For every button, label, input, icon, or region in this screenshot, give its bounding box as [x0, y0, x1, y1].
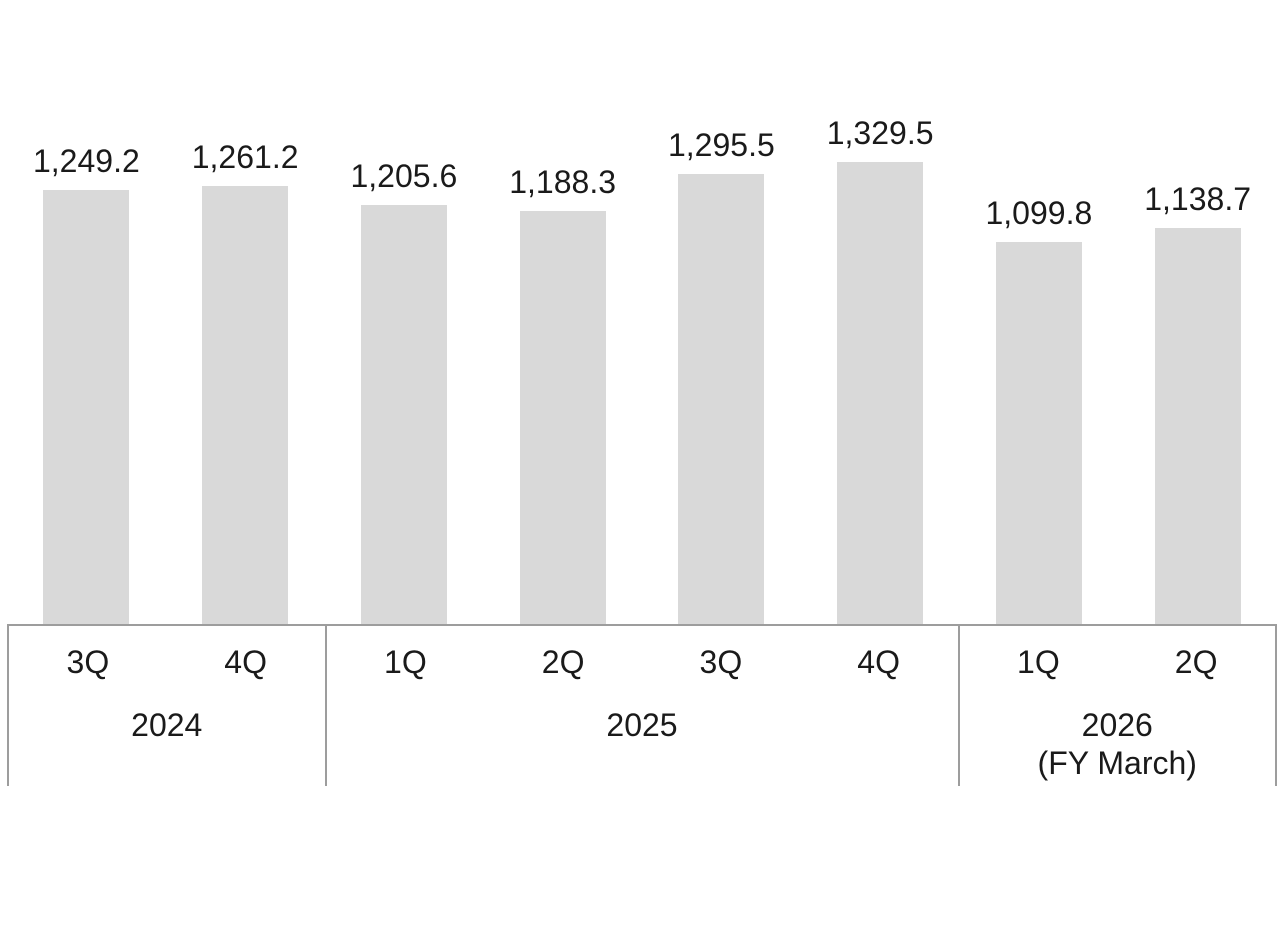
quarter-row: 3Q 4Q	[9, 626, 325, 698]
year-text: 2024	[131, 707, 203, 743]
bar	[995, 242, 1082, 624]
bar	[202, 186, 289, 624]
axis-year-group-2024: 3Q 4Q 2024	[9, 626, 327, 786]
year-label: 2025	[327, 698, 958, 744]
bar-column-3q-2024: 1,249.2	[7, 0, 166, 624]
quarter-label: 2Q	[541, 643, 585, 680]
bar-value-label: 1,295.5	[667, 126, 775, 163]
plot-area: 1,249.2 1,261.2 1,205.6 1,188.3 1,295.5 1,329…	[7, 0, 1277, 624]
bar-column-1q-2025: 1,205.6	[325, 0, 484, 624]
year-text: 2026	[1081, 707, 1153, 743]
bar	[360, 205, 447, 624]
axis-year-group-2026: 1Q 2Q 2026 (FY March)	[960, 626, 1277, 786]
quarter-row: 1Q 2Q 3Q 4Q	[327, 626, 958, 698]
bar-value-label: 1,188.3	[509, 163, 616, 200]
bar-column-4q-2025: 1,329.5	[801, 0, 960, 624]
year-text: 2025	[606, 707, 678, 743]
quarter-label: 1Q	[1017, 643, 1060, 680]
bar-value-label: 1,205.6	[350, 157, 458, 194]
bar	[837, 162, 924, 624]
bar-column-2q-2026: 1,138.7	[1118, 0, 1277, 624]
bar	[43, 190, 130, 624]
quarter-label: 4Q	[857, 643, 900, 680]
bar-value-label: 1,138.7	[1144, 180, 1251, 217]
bar-column-4q-2024: 1,261.2	[166, 0, 325, 624]
quarter-label: 4Q	[224, 643, 267, 680]
bar-value-label: 1,099.8	[985, 194, 1093, 231]
year-label: 2026 (FY March)	[960, 698, 1276, 782]
quarter-label: 1Q	[384, 643, 427, 680]
quarter-row: 1Q 2Q	[960, 626, 1276, 698]
bar	[678, 174, 765, 624]
fiscal-year-note: (FY March)	[1037, 745, 1197, 781]
bar-value-label: 1,249.2	[32, 142, 140, 179]
bar-column-1q-2026: 1,099.8	[960, 0, 1119, 624]
bar-value-label: 1,261.2	[191, 138, 299, 175]
bar	[519, 211, 606, 624]
bar-column-3q-2025: 1,295.5	[642, 0, 801, 624]
quarter-label: 3Q	[699, 643, 743, 680]
quarter-label: 2Q	[1174, 643, 1218, 680]
bar-value-label: 1,329.5	[826, 114, 934, 151]
year-label: 2024	[9, 698, 325, 744]
x-axis-table: 3Q 4Q 2024 1Q 2Q 3Q 4Q 2025 1Q 2Q 2026 (FY March)	[7, 624, 1277, 786]
bar	[1154, 228, 1241, 624]
bar-column-2q-2025: 1,188.3	[483, 0, 642, 624]
quarter-label: 3Q	[66, 643, 110, 680]
axis-year-group-2025: 1Q 2Q 3Q 4Q 2025	[327, 626, 960, 786]
